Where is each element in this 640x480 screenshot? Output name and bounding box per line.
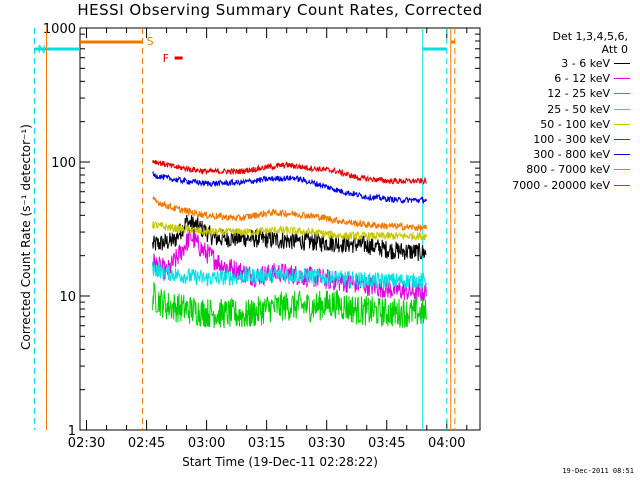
y-axis-label-text: Corrected Count Rate (s⁻¹ detector⁻¹) <box>19 124 33 350</box>
plot-frame <box>79 27 481 431</box>
x-tick-label: 02:30 <box>68 436 105 451</box>
legend-entry-swatch <box>614 184 630 186</box>
legend-entry-swatch <box>614 139 630 141</box>
legend-entry: 6 - 12 keV <box>478 71 630 86</box>
legend-entry-swatch <box>614 108 630 110</box>
legend-entry-swatch <box>614 93 630 95</box>
legend-header-line2: Att 0 <box>601 43 628 56</box>
series-line <box>152 261 427 291</box>
y-axis-label: Corrected Count Rate (s⁻¹ detector⁻¹) <box>19 107 33 367</box>
x-tick-label: 03:45 <box>368 436 405 451</box>
legend-entry-label: 300 - 800 keV <box>533 148 610 162</box>
x-tick-label: 04:00 <box>428 436 465 451</box>
legend-entry: 800 - 7000 keV <box>478 162 630 177</box>
legend-entry-swatch <box>614 154 630 156</box>
x-axis-label: Start Time (19-Dec-11 02:28:22) <box>182 455 378 469</box>
legend-entry-label: 25 - 50 keV <box>547 102 610 116</box>
series-line <box>152 170 427 204</box>
legend: Det 1,3,4,5,6, Att 0 3 - 6 keV 6 - 12 keV… <box>478 30 630 193</box>
y-tick-label: 1 <box>68 424 76 439</box>
night-label: N <box>38 43 46 56</box>
x-tick-label: 03:30 <box>308 436 345 451</box>
y-tick-label: 10 <box>59 290 76 305</box>
legend-entry-label: 50 - 100 keV <box>540 117 610 131</box>
y-tick-label: 1000 <box>43 22 76 37</box>
legend-entry: 25 - 50 keV <box>478 102 630 117</box>
flare-label: F <box>163 52 169 65</box>
series-line <box>152 195 427 232</box>
saa-label: S <box>147 35 154 48</box>
legend-entry-swatch <box>614 78 630 80</box>
legend-rows: 3 - 6 keV 6 - 12 keV 12 - 25 keV 25 - 50 ke… <box>478 56 630 193</box>
legend-entry: 100 - 300 keV <box>478 132 630 147</box>
x-tick-label: 03:00 <box>188 436 225 451</box>
series-line <box>152 220 427 242</box>
series-line <box>152 214 427 262</box>
y-tick-label: 100 <box>51 156 76 171</box>
legend-entry: 50 - 100 keV <box>478 117 630 132</box>
timestamp: 19-Dec-2011 08:51 <box>562 467 634 475</box>
chart-title: HESSI Observing Summary Count Rates, Cor… <box>77 1 483 19</box>
x-tick-label: 03:15 <box>248 436 285 451</box>
legend-entry: 12 - 25 keV <box>478 86 630 101</box>
legend-entry-label: 7000 - 20000 keV <box>512 178 610 192</box>
legend-entry-label: 6 - 12 keV <box>554 72 610 86</box>
series-line <box>152 228 427 302</box>
legend-entry-label: 3 - 6 keV <box>561 57 610 71</box>
legend-entry: 300 - 800 keV <box>478 147 630 162</box>
x-tick-label: 02:45 <box>128 436 165 451</box>
series-line <box>152 281 427 329</box>
legend-entry-swatch <box>614 123 630 125</box>
legend-entry-swatch <box>614 63 630 65</box>
legend-entry-label: 100 - 300 keV <box>533 133 610 147</box>
legend-header-line1: Det 1,3,4,5,6, <box>552 30 628 43</box>
legend-entry: 7000 - 20000 keV <box>478 178 630 193</box>
legend-entry: 3 - 6 keV <box>478 56 630 71</box>
legend-entry-swatch <box>614 169 630 171</box>
legend-entry-label: 800 - 7000 keV <box>526 163 610 177</box>
legend-entry-label: 12 - 25 keV <box>547 87 610 101</box>
series-line <box>152 159 427 185</box>
